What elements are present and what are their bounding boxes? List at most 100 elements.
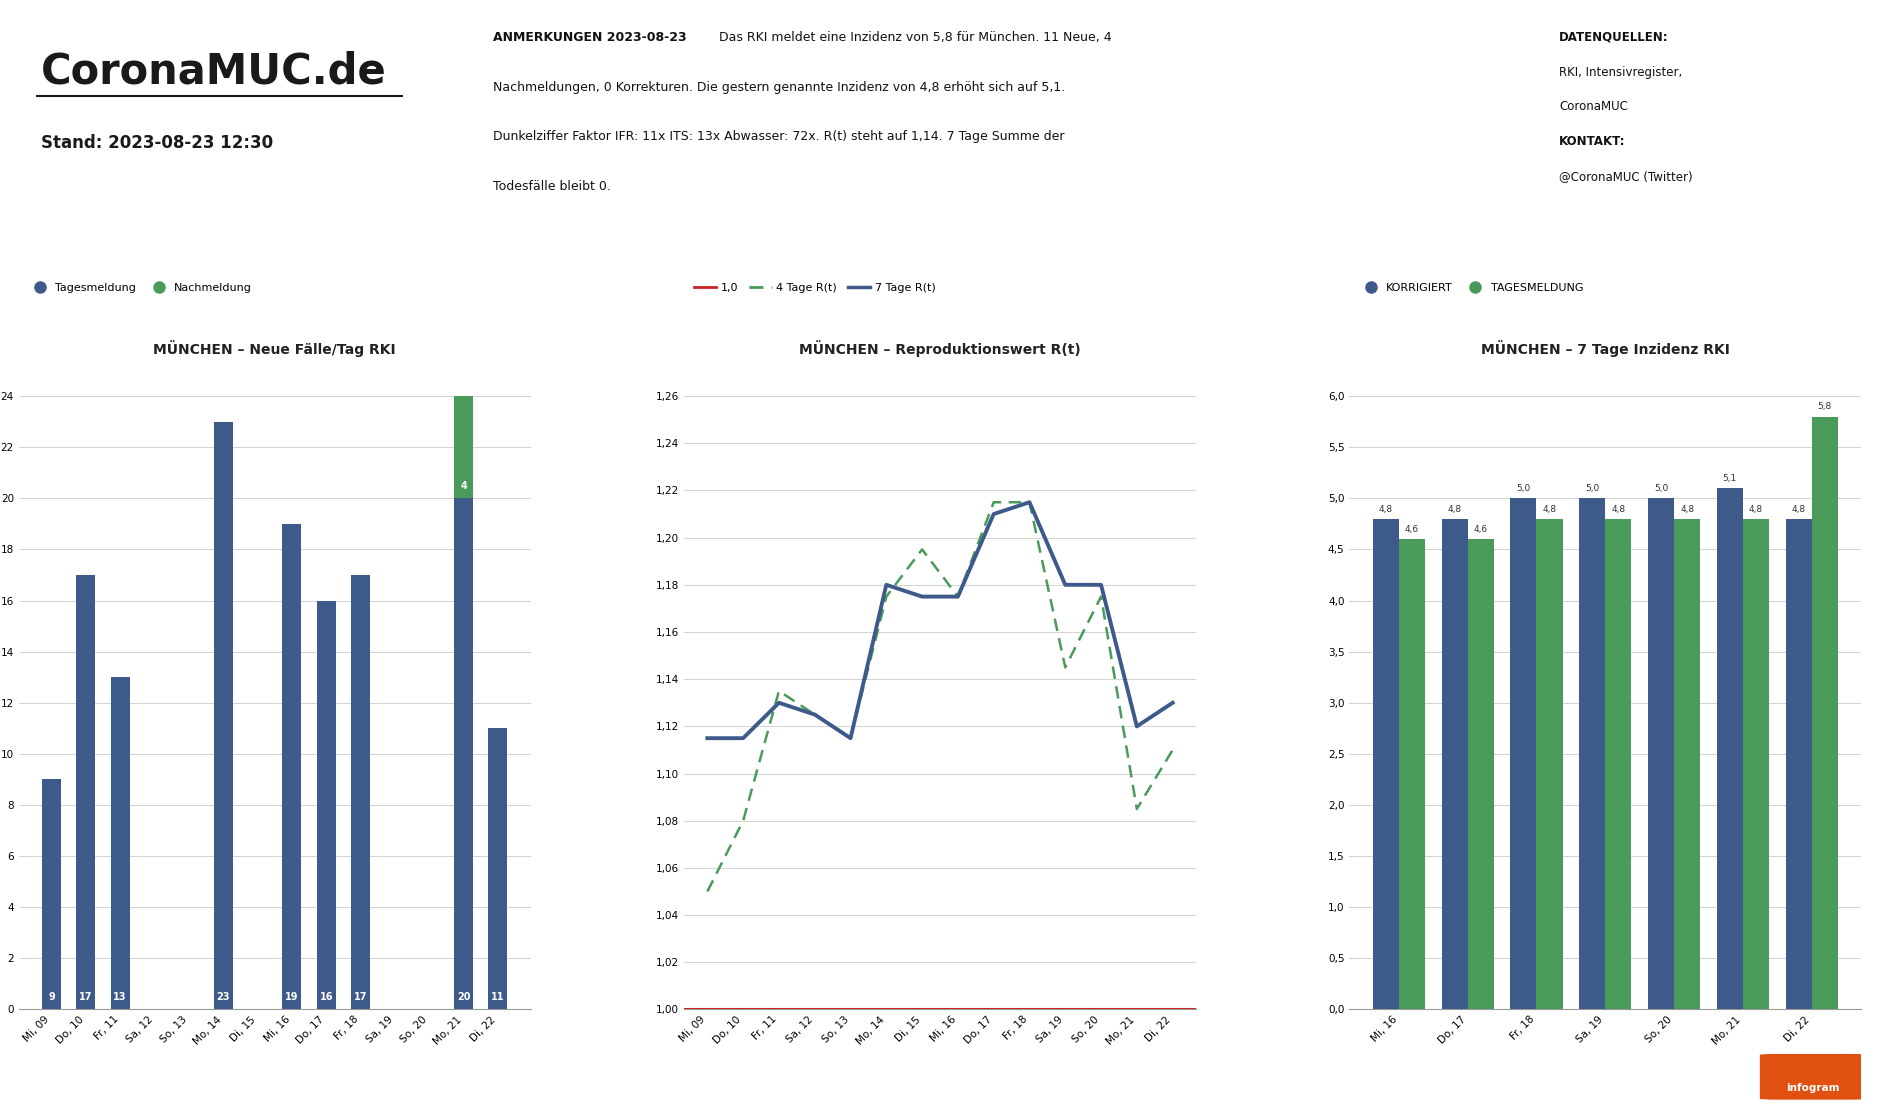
4 Tage R(t) bbox=[1090, 590, 1113, 604]
Text: 4: 4 bbox=[461, 480, 466, 490]
Text: VERÄNDERUNG: VERÄNDERUNG bbox=[820, 335, 889, 344]
Text: * RKI Zahlen zu Inzidenz, Fallzahlen, Nachmeldungen und Todesfällen: Dienstag bi: * RKI Zahlen zu Inzidenz, Fallzahlen, Na… bbox=[444, 1052, 1436, 1066]
Bar bbox=[1399, 539, 1425, 1009]
7 Tage R(t) bbox=[1126, 720, 1149, 733]
4 Tage R(t) bbox=[874, 590, 897, 604]
Bar bbox=[111, 677, 130, 1009]
Text: DATENQUELLEN:: DATENQUELLEN: bbox=[1559, 31, 1669, 43]
7 Tage R(t) bbox=[731, 732, 754, 745]
Text: Täglich: Täglich bbox=[771, 367, 803, 375]
4 Tage R(t) bbox=[948, 590, 970, 604]
7 Tage R(t) bbox=[910, 590, 932, 604]
Bar bbox=[1812, 417, 1839, 1009]
Bar bbox=[1606, 519, 1632, 1009]
Bar bbox=[1673, 519, 1700, 1009]
Bar bbox=[1716, 488, 1743, 1009]
Bar bbox=[455, 397, 474, 498]
Bar bbox=[41, 780, 60, 1009]
Bar bbox=[1786, 519, 1812, 1009]
Text: DUNKELZIFFER FAKTOR: DUNKELZIFFER FAKTOR bbox=[1028, 228, 1158, 238]
Text: 1,14 ▲: 1,14 ▲ bbox=[1346, 283, 1455, 312]
Text: Täglich: Täglich bbox=[1077, 367, 1109, 375]
Text: 19: 19 bbox=[286, 991, 299, 1001]
Bar bbox=[352, 575, 370, 1009]
7 Tage R(t) bbox=[1055, 578, 1077, 592]
Text: 5: 5 bbox=[709, 283, 729, 312]
Text: 13: 13 bbox=[113, 991, 128, 1001]
7 Tage R(t) bbox=[948, 590, 970, 604]
Bar bbox=[489, 729, 508, 1009]
Text: 4,8: 4,8 bbox=[1681, 505, 1694, 514]
Text: 20: 20 bbox=[457, 991, 470, 1001]
4 Tage R(t) bbox=[767, 684, 790, 697]
Text: CoronaMUC: CoronaMUC bbox=[1559, 100, 1628, 114]
4 Tage R(t) bbox=[1126, 802, 1149, 815]
Bar bbox=[316, 600, 337, 1009]
Text: @CoronaMUC (Twitter): @CoronaMUC (Twitter) bbox=[1559, 169, 1694, 183]
4 Tage R(t) bbox=[803, 707, 825, 721]
Text: INZIDENZ RKI: INZIDENZ RKI bbox=[1671, 228, 1745, 238]
Text: Gesamt: 2.652: Gesamt: 2.652 bbox=[446, 335, 513, 344]
Legend: Tagesmeldung, Nachmeldung: Tagesmeldung, Nachmeldung bbox=[24, 278, 256, 297]
Text: infogram: infogram bbox=[1786, 1084, 1841, 1094]
Text: Quelle: CoronaMUC: Quelle: CoronaMUC bbox=[1357, 335, 1444, 344]
7 Tage R(t) bbox=[874, 578, 897, 592]
Text: +15: +15 bbox=[137, 283, 207, 312]
Text: +0: +0 bbox=[455, 283, 502, 312]
7 Tage R(t) bbox=[838, 732, 861, 745]
Text: 23: 23 bbox=[216, 991, 229, 1001]
Title: MÜNCHEN – Neue Fälle/Tag RKI: MÜNCHEN – Neue Fälle/Tag RKI bbox=[154, 341, 397, 358]
Text: 5,0: 5,0 bbox=[1654, 485, 1668, 494]
Text: 4,6: 4,6 bbox=[1404, 525, 1419, 534]
Text: Stand: 2023-08-23 12:30: Stand: 2023-08-23 12:30 bbox=[41, 134, 273, 152]
Text: 4,8: 4,8 bbox=[1378, 505, 1393, 514]
Bar bbox=[1536, 519, 1562, 1009]
Bar bbox=[282, 524, 301, 1009]
4 Tage R(t) bbox=[1019, 496, 1042, 509]
Text: Todesfälle bleibt 0.: Todesfälle bleibt 0. bbox=[493, 179, 611, 193]
Text: 4,6: 4,6 bbox=[1474, 525, 1487, 534]
Text: 9: 9 bbox=[49, 991, 55, 1001]
Text: KONTAKT:: KONTAKT: bbox=[1559, 135, 1626, 148]
Text: 4,8: 4,8 bbox=[1542, 505, 1557, 514]
Text: Di–Sa.*: Di–Sa.* bbox=[1692, 335, 1724, 344]
Text: Di–Sa.*: Di–Sa.* bbox=[156, 367, 188, 375]
Text: INTENSIVBETTENBELEGUNG: INTENSIVBETTENBELEGUNG bbox=[711, 228, 863, 238]
Text: 4,8: 4,8 bbox=[1611, 505, 1626, 514]
Text: Gesamt: 722.043: Gesamt: 722.043 bbox=[133, 335, 211, 344]
Text: Nachmeldungen, 0 Korrekturen. Die gestern genannte Inzidenz von 4,8 erhöht sich : Nachmeldungen, 0 Korrekturen. Die gester… bbox=[493, 80, 1066, 94]
4 Tage R(t) bbox=[696, 885, 718, 898]
Text: 5,1: 5,1 bbox=[1722, 473, 1737, 483]
Text: IFR/ITS/Abwasser basiert: IFR/ITS/Abwasser basiert bbox=[1038, 335, 1149, 344]
Text: 5,0: 5,0 bbox=[1517, 485, 1530, 494]
Bar bbox=[1743, 519, 1769, 1009]
FancyBboxPatch shape bbox=[1760, 1054, 1867, 1100]
Bar bbox=[1442, 519, 1468, 1009]
Bar bbox=[214, 421, 233, 1009]
Text: 4,8: 4,8 bbox=[1448, 505, 1461, 514]
Text: 11/13/72: 11/13/72 bbox=[1019, 283, 1167, 312]
Text: MÜNCHEN: MÜNCHEN bbox=[696, 335, 743, 344]
4 Tage R(t) bbox=[838, 732, 861, 745]
7 Tage R(t) bbox=[767, 696, 790, 710]
Text: ⇗ Share: ⇗ Share bbox=[47, 1084, 88, 1094]
4 Tage R(t) bbox=[1162, 743, 1184, 756]
Bar bbox=[1468, 539, 1495, 1009]
Bar bbox=[455, 498, 474, 1009]
4 Tage R(t) bbox=[731, 814, 754, 828]
Title: MÜNCHEN – 7 Tage Inzidenz RKI: MÜNCHEN – 7 Tage Inzidenz RKI bbox=[1481, 341, 1730, 358]
4 Tage R(t) bbox=[983, 496, 1006, 509]
Text: BESTÄTIGTE FÄLLE: BESTÄTIGTE FÄLLE bbox=[122, 228, 222, 240]
7 Tage R(t) bbox=[1090, 578, 1113, 592]
Bar bbox=[1649, 498, 1673, 1009]
Line: 4 Tage R(t): 4 Tage R(t) bbox=[707, 502, 1173, 891]
Text: REPRODUKTIONSWERT: REPRODUKTIONSWERT bbox=[1339, 228, 1465, 238]
Title: MÜNCHEN – Reproduktionswert R(t): MÜNCHEN – Reproduktionswert R(t) bbox=[799, 341, 1081, 358]
Bar bbox=[1372, 519, 1399, 1009]
Text: 4,8: 4,8 bbox=[1792, 505, 1807, 514]
7 Tage R(t) bbox=[983, 507, 1006, 520]
Text: Dunkelziffer Faktor IFR: 11x ITS: 13x Abwasser: 72x. R(t) steht auf 1,14. 7 Tage: Dunkelziffer Faktor IFR: 11x ITS: 13x Ab… bbox=[493, 130, 1064, 143]
Text: 4,8: 4,8 bbox=[1748, 505, 1763, 514]
Legend: 1,0, 4 Tage R(t), 7 Tage R(t): 1,0, 4 Tage R(t), 7 Tage R(t) bbox=[690, 278, 940, 297]
Text: TODESFÄLLE: TODESFÄLLE bbox=[446, 228, 513, 240]
